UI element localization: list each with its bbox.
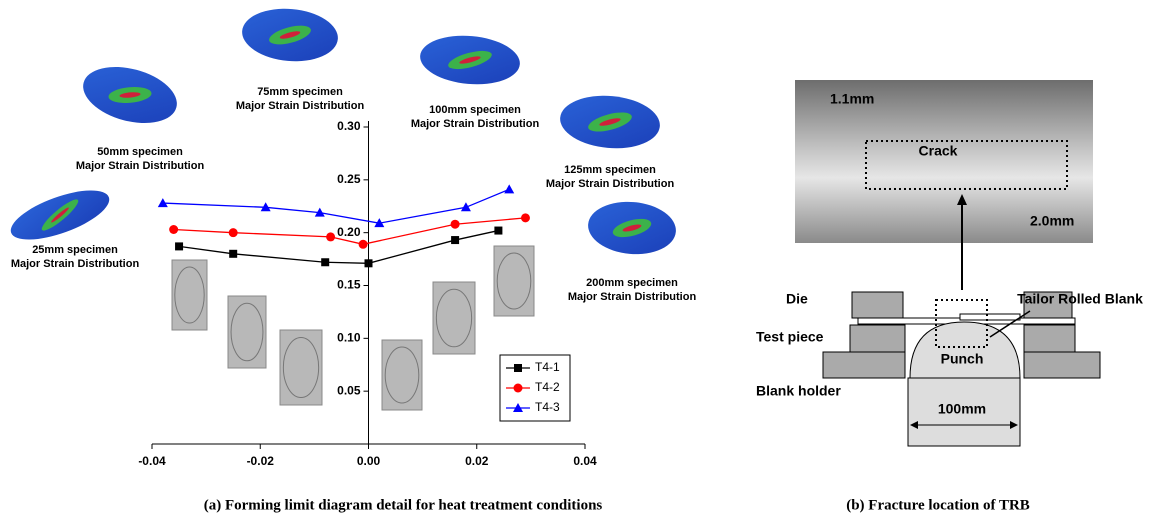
die <box>852 292 903 318</box>
annotation: 100mm specimen <box>429 104 521 116</box>
data-point <box>229 228 238 237</box>
annotation: 75mm specimen <box>257 86 343 98</box>
label: Crack <box>919 143 958 159</box>
holder <box>850 325 905 352</box>
legend-label: T4-3 <box>535 400 560 414</box>
data-point <box>169 225 178 234</box>
annotation: Major Strain Distribution <box>11 258 140 270</box>
x-tick-label: -0.04 <box>138 454 166 468</box>
specimen-photo <box>433 282 475 354</box>
specimen-photo <box>172 260 207 330</box>
label: 100mm <box>938 401 986 417</box>
x-tick-label: -0.02 <box>247 454 275 468</box>
legend-label: T4-1 <box>535 360 560 374</box>
y-tick-label: 0.15 <box>337 278 361 292</box>
specimen-photo <box>382 340 422 410</box>
y-tick-label: 0.10 <box>337 331 361 345</box>
data-point <box>321 258 329 266</box>
caption: (b) Fracture location of TRB <box>846 497 1030 513</box>
holder <box>1024 352 1100 378</box>
annotation: 200mm specimen <box>586 277 678 289</box>
y-tick-label: 0.05 <box>337 383 361 397</box>
label: Punch <box>941 351 984 367</box>
specimen-photo <box>494 246 534 316</box>
annotation: Major Strain Distribution <box>411 118 540 130</box>
annotation: 25mm specimen <box>32 244 118 256</box>
label: Tailor Rolled Blank <box>1017 291 1143 307</box>
x-tick-label: 0.04 <box>573 454 597 468</box>
y-tick-label: 0.25 <box>337 172 361 186</box>
legend-marker <box>514 384 523 393</box>
y-tick-label: 0.20 <box>337 225 361 239</box>
annotation: Major Strain Distribution <box>236 100 365 112</box>
annotation: Major Strain Distribution <box>76 160 205 172</box>
annotation: 50mm specimen <box>97 146 183 158</box>
legend-marker <box>514 364 522 372</box>
label: 1.1mm <box>830 91 874 107</box>
label: Die <box>786 291 808 307</box>
data-point <box>365 259 373 267</box>
data-point <box>175 242 183 250</box>
y-tick-label: 0.30 <box>337 119 361 133</box>
annotation: 125mm specimen <box>564 164 656 176</box>
data-point <box>451 220 460 229</box>
data-point <box>461 202 471 211</box>
data-point <box>451 236 459 244</box>
legend-label: T4-2 <box>535 380 560 394</box>
data-point <box>494 227 502 235</box>
caption: (a) Forming limit diagram detail for hea… <box>204 497 603 513</box>
data-point <box>359 240 368 249</box>
annotation: Major Strain Distribution <box>546 178 675 190</box>
holder <box>1024 325 1075 352</box>
series-line <box>163 189 509 223</box>
data-point <box>521 213 530 222</box>
data-point <box>326 232 335 241</box>
annotation: Major Strain Distribution <box>568 291 697 303</box>
specimen-photo <box>280 330 322 405</box>
data-point <box>504 184 514 193</box>
blank-thick <box>960 314 1020 320</box>
figure: 1.1mm Crack 2.0mm Tailor Rolled Blank Di… <box>0 0 1172 518</box>
x-tick-label: 0.02 <box>465 454 489 468</box>
x-tick-label: 0.00 <box>357 454 381 468</box>
label: Test piece <box>756 329 824 345</box>
data-point <box>229 250 237 258</box>
specimen-photo <box>228 296 266 368</box>
label: Blank holder <box>756 383 841 399</box>
holder <box>823 352 905 378</box>
label: 2.0mm <box>1030 213 1074 229</box>
